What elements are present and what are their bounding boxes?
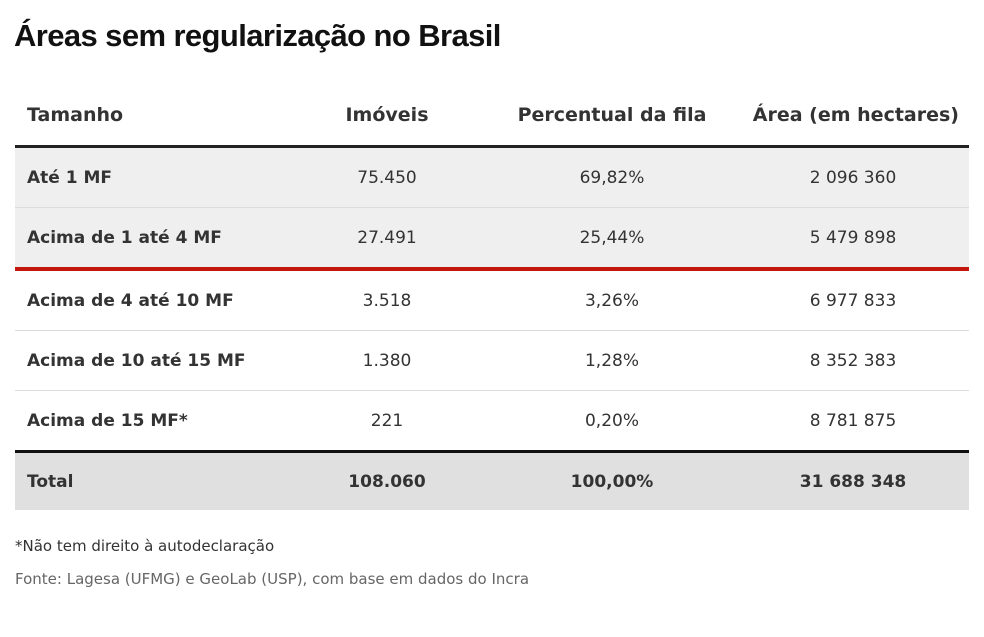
table-header-row: Tamanho Imóveis Percentual da fila Área … — [15, 85, 969, 148]
cell-size: Até 1 MF — [27, 167, 113, 188]
cell-area: 8 781 875 — [809, 410, 897, 431]
column-header: Imóveis — [345, 104, 429, 126]
cell-size: Acima de 1 até 4 MF — [27, 227, 222, 248]
table-row: Acima de 15 MF* 221 0,20% 8 781 875 — [15, 391, 969, 453]
cell-properties: 1.380 — [362, 350, 412, 371]
cell-percent: 69,82% — [579, 167, 645, 188]
table-total-row: Total 108.060 100,00% 31 688 348 — [15, 453, 969, 510]
cell-properties: 75.450 — [357, 167, 417, 188]
table-row: Acima de 1 até 4 MF 27.491 25,44% 5 479 … — [15, 208, 969, 271]
cell-area: 6 977 833 — [809, 290, 897, 311]
cell-area: 8 352 383 — [809, 350, 897, 371]
table-row: Acima de 4 até 10 MF 3.518 3,26% 6 977 8… — [15, 271, 969, 331]
data-table: Tamanho Imóveis Percentual da fila Área … — [15, 85, 969, 510]
cell-properties: 221 — [370, 410, 404, 431]
cell-total-properties: 108.060 — [348, 471, 426, 492]
cell-percent: 1,28% — [584, 350, 639, 371]
source-note: Fonte: Lagesa (UFMG) e GeoLab (USP), com… — [15, 570, 530, 588]
cell-percent: 3,26% — [584, 290, 639, 311]
column-header: Percentual da fila — [517, 104, 707, 126]
cell-size: Acima de 10 até 15 MF — [27, 350, 246, 371]
column-header: Tamanho — [27, 104, 124, 126]
cell-size: Acima de 15 MF* — [27, 410, 188, 431]
cell-area: 2 096 360 — [809, 167, 897, 188]
cell-percent: 0,20% — [584, 410, 639, 431]
cell-total-percent: 100,00% — [570, 471, 654, 492]
column-header: Área (em hectares) — [752, 104, 959, 126]
footnote: *Não tem direito à autodeclaração — [15, 537, 275, 555]
page-title: Áreas sem regularização no Brasil — [14, 18, 501, 53]
table-row: Até 1 MF 75.450 69,82% 2 096 360 — [15, 148, 969, 208]
cell-properties: 27.491 — [357, 227, 417, 248]
cell-properties: 3.518 — [362, 290, 412, 311]
cell-total-area: 31 688 348 — [799, 471, 907, 492]
cell-percent: 25,44% — [579, 227, 645, 248]
cell-size: Acima de 4 até 10 MF — [27, 290, 234, 311]
table-row: Acima de 10 até 15 MF 1.380 1,28% 8 352 … — [15, 331, 969, 391]
cell-total-label: Total — [27, 471, 74, 492]
cell-area: 5 479 898 — [809, 227, 897, 248]
